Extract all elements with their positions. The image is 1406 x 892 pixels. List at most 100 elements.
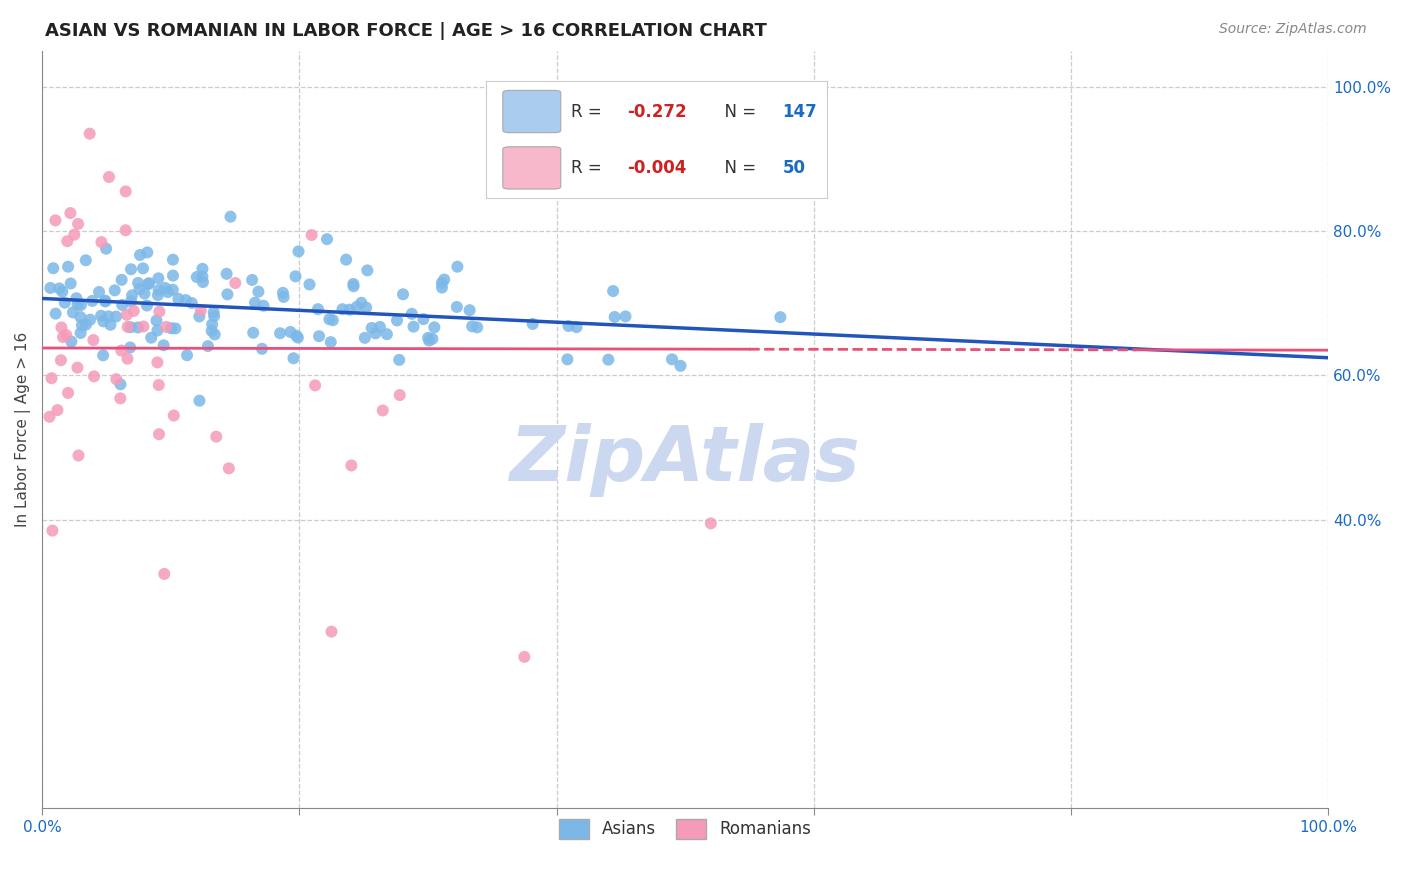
Point [117, 319, 139, 334]
Point [176, 348, 198, 362]
Point [342, 277, 364, 291]
Point [56, 386, 79, 401]
Point [430, 276, 453, 290]
Point [461, 319, 484, 334]
Point [661, 352, 683, 367]
Point [218, 461, 240, 475]
Point [53, 295, 76, 310]
Point [145, 313, 167, 327]
Point [134, 286, 156, 301]
Point [307, 302, 329, 317]
Point [522, 317, 544, 331]
Point [353, 331, 375, 345]
Point [132, 261, 155, 276]
Point [412, 312, 434, 326]
Point [67, 449, 90, 463]
Point [55, 328, 77, 343]
Point [120, 320, 142, 334]
Point [202, 305, 225, 319]
Point [375, 327, 398, 342]
Point [316, 232, 339, 246]
Point [191, 275, 214, 289]
Point [79, 312, 101, 326]
Text: Source: ZipAtlas.com: Source: ZipAtlas.com [1219, 22, 1367, 37]
Point [67, 217, 90, 231]
Point [165, 321, 187, 335]
Point [700, 516, 723, 531]
Point [284, 269, 307, 284]
Point [114, 185, 136, 199]
Point [69, 310, 91, 324]
Text: ZipAtlas: ZipAtlas [510, 423, 860, 497]
Point [388, 352, 411, 367]
Point [598, 352, 620, 367]
Point [60, 334, 83, 349]
Point [298, 277, 321, 292]
Point [332, 302, 354, 317]
Point [557, 318, 579, 333]
Point [321, 624, 343, 639]
Point [342, 279, 364, 293]
Point [94, 294, 117, 309]
Point [446, 300, 468, 314]
Point [82, 333, 104, 347]
Point [280, 325, 302, 339]
Point [104, 284, 127, 298]
Point [669, 359, 692, 373]
Point [51, 320, 73, 334]
Point [243, 295, 266, 310]
Point [163, 409, 186, 423]
Point [204, 327, 226, 342]
Point [285, 328, 308, 343]
Point [98, 169, 121, 184]
Point [148, 304, 170, 318]
Point [201, 324, 224, 338]
Point [308, 329, 330, 343]
Point [110, 343, 132, 358]
Point [148, 271, 170, 285]
Legend: Asians, Romanians: Asians, Romanians [553, 812, 818, 846]
Point [219, 210, 242, 224]
Point [79, 127, 101, 141]
Point [458, 303, 481, 318]
Point [614, 310, 637, 324]
Point [44, 213, 66, 227]
Point [146, 288, 169, 302]
Point [97, 310, 120, 324]
Point [513, 649, 536, 664]
Point [371, 403, 394, 417]
Point [156, 285, 179, 299]
Point [42, 261, 65, 276]
Point [271, 285, 294, 300]
Point [146, 324, 169, 338]
Point [136, 245, 159, 260]
Point [162, 268, 184, 283]
Point [46, 403, 69, 417]
Point [318, 312, 340, 326]
Point [56, 234, 79, 248]
Point [87, 285, 110, 299]
Point [160, 321, 183, 335]
Point [148, 427, 170, 442]
Text: ASIAN VS ROMANIAN IN LABOR FORCE | AGE > 16 CORRELATION CHART: ASIAN VS ROMANIAN IN LABOR FORCE | AGE >… [45, 22, 766, 40]
Point [240, 273, 263, 287]
Point [48, 281, 70, 295]
Point [201, 318, 224, 332]
Point [90, 235, 112, 249]
Point [197, 339, 219, 353]
Point [186, 270, 208, 285]
Point [188, 310, 211, 324]
Point [91, 348, 114, 362]
Point [63, 227, 86, 242]
Point [138, 277, 160, 291]
Point [202, 309, 225, 323]
Point [155, 319, 177, 334]
Point [41, 524, 63, 538]
Point [120, 262, 142, 277]
Point [52, 330, 75, 344]
Point [90, 309, 112, 323]
Point [217, 287, 239, 301]
Point [385, 313, 408, 327]
Point [769, 310, 792, 325]
Point [49, 353, 72, 368]
